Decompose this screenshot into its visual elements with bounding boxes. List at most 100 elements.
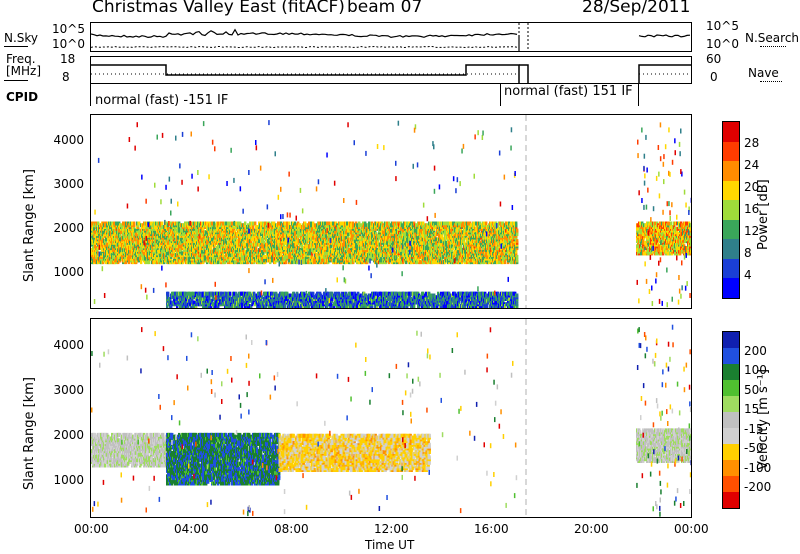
heatmap-cell	[269, 258, 272, 263]
power-heatmap	[91, 115, 694, 308]
heatmap-cell	[116, 239, 119, 244]
heatmap-cell	[237, 258, 240, 263]
heatmap-cell	[119, 233, 122, 238]
freq-traces	[91, 64, 691, 83]
heatmap-cell	[107, 237, 110, 242]
heatmap-cell	[222, 253, 225, 258]
heatmap-cell	[255, 246, 258, 251]
heatmap-cell	[296, 240, 299, 245]
heatmap-cell	[128, 235, 131, 240]
noise-axis-right-bottom: 10^0	[706, 37, 739, 51]
freq-trace-c	[638, 64, 691, 83]
heatmap-cell	[97, 221, 100, 226]
heatmap-cell	[155, 225, 158, 229]
heatmap-cell	[285, 260, 288, 265]
heatmap-cell	[140, 260, 143, 265]
heatmap-cell	[188, 221, 191, 226]
heatmap-cell	[284, 230, 287, 235]
heatmap-cell	[422, 221, 425, 226]
noise-axis-bottom: 10^0	[52, 37, 85, 51]
cpid-text-2: normal (fast) 151 IF	[504, 84, 633, 99]
heatmap-cell	[129, 249, 132, 254]
heatmap-cell	[318, 221, 321, 226]
heatmap-cell	[120, 223, 123, 228]
date-label: 28/Sep/2011	[582, 0, 691, 17]
heatmap-cell	[289, 254, 292, 259]
noise-panel	[90, 22, 692, 52]
heatmap-cell	[328, 221, 331, 226]
heatmap-cell	[256, 225, 259, 229]
heatmap-cell	[283, 246, 286, 251]
heatmap-cell	[415, 223, 418, 228]
heatmap-cell	[255, 237, 258, 242]
heatmap-cell	[346, 221, 349, 226]
power-panel	[90, 114, 694, 309]
heatmap-cell	[323, 233, 326, 238]
heatmap-cell	[326, 221, 329, 226]
cpid-divider-3	[638, 84, 639, 106]
heatmap-cell	[345, 235, 348, 240]
heatmap-cell	[406, 232, 409, 237]
heatmap-cell	[352, 233, 355, 238]
heatmap-cell	[105, 237, 108, 242]
heatmap-cell	[326, 251, 329, 256]
heatmap-cell	[324, 246, 327, 251]
heatmap-cell	[286, 221, 289, 226]
heatmap-cell	[324, 221, 327, 226]
heatmap-cell	[330, 244, 333, 249]
heatmap-cell	[161, 221, 164, 226]
heatmap-cell	[262, 251, 265, 256]
heatmap-cell	[387, 254, 390, 259]
heatmap-cell	[273, 225, 276, 229]
nsky-trace-late	[638, 34, 691, 38]
heatmap-cell	[224, 260, 227, 265]
freq-legend-line	[4, 80, 28, 81]
heatmap-cell	[307, 247, 310, 252]
nsearch-trace	[90, 45, 518, 49]
heatmap-cell	[106, 226, 109, 231]
noise-traces	[90, 23, 691, 51]
heatmap-cell	[291, 260, 294, 265]
heatmap-cell	[264, 221, 267, 226]
heatmap-cell	[108, 240, 111, 245]
heatmap-cell	[351, 254, 354, 259]
nsearch-label: N.Search	[745, 31, 800, 45]
plot-title: Christmas Valley East (fitACF)	[92, 0, 345, 17]
cpid-label: CPID	[6, 90, 39, 104]
heatmap-cell	[94, 230, 97, 235]
heatmap-cell	[308, 221, 311, 226]
heatmap-cell	[359, 223, 362, 228]
heatmap-cell	[393, 230, 396, 235]
heatmap-cell	[237, 221, 240, 226]
heatmap-cell	[234, 260, 237, 265]
heatmap-cell	[321, 254, 324, 259]
heatmap-cell	[288, 221, 291, 226]
heatmap-cell	[120, 230, 123, 235]
heatmap-cell	[343, 226, 346, 231]
nsearch-legend-line	[760, 46, 786, 47]
beam-label: beam 07	[347, 0, 423, 17]
heatmap-cell	[252, 226, 255, 231]
heatmap-cell	[213, 221, 216, 226]
heatmap-cell	[128, 260, 131, 265]
heatmap-cell	[322, 230, 325, 235]
heatmap-cell	[145, 260, 148, 265]
nave-label: Nave	[748, 66, 779, 80]
heatmap-cell	[167, 247, 170, 252]
heatmap-cell	[286, 254, 289, 259]
heatmap-cell	[249, 251, 252, 256]
heatmap-cell	[359, 235, 362, 240]
freq-label: Freq. [MHz]	[6, 53, 41, 77]
heatmap-cell	[133, 232, 136, 237]
heatmap-cell	[229, 221, 232, 226]
heatmap-cell	[225, 221, 228, 226]
heatmap-cell	[419, 260, 422, 265]
heatmap-cell	[92, 246, 95, 251]
heatmap-cell	[416, 235, 419, 240]
freq-panel	[90, 56, 692, 84]
freq-trace-b	[519, 64, 529, 83]
heatmap-cell	[294, 230, 297, 235]
nave-legend-line	[760, 81, 782, 82]
heatmap-cell	[158, 237, 161, 242]
nave-axis-top: 60	[706, 52, 722, 66]
